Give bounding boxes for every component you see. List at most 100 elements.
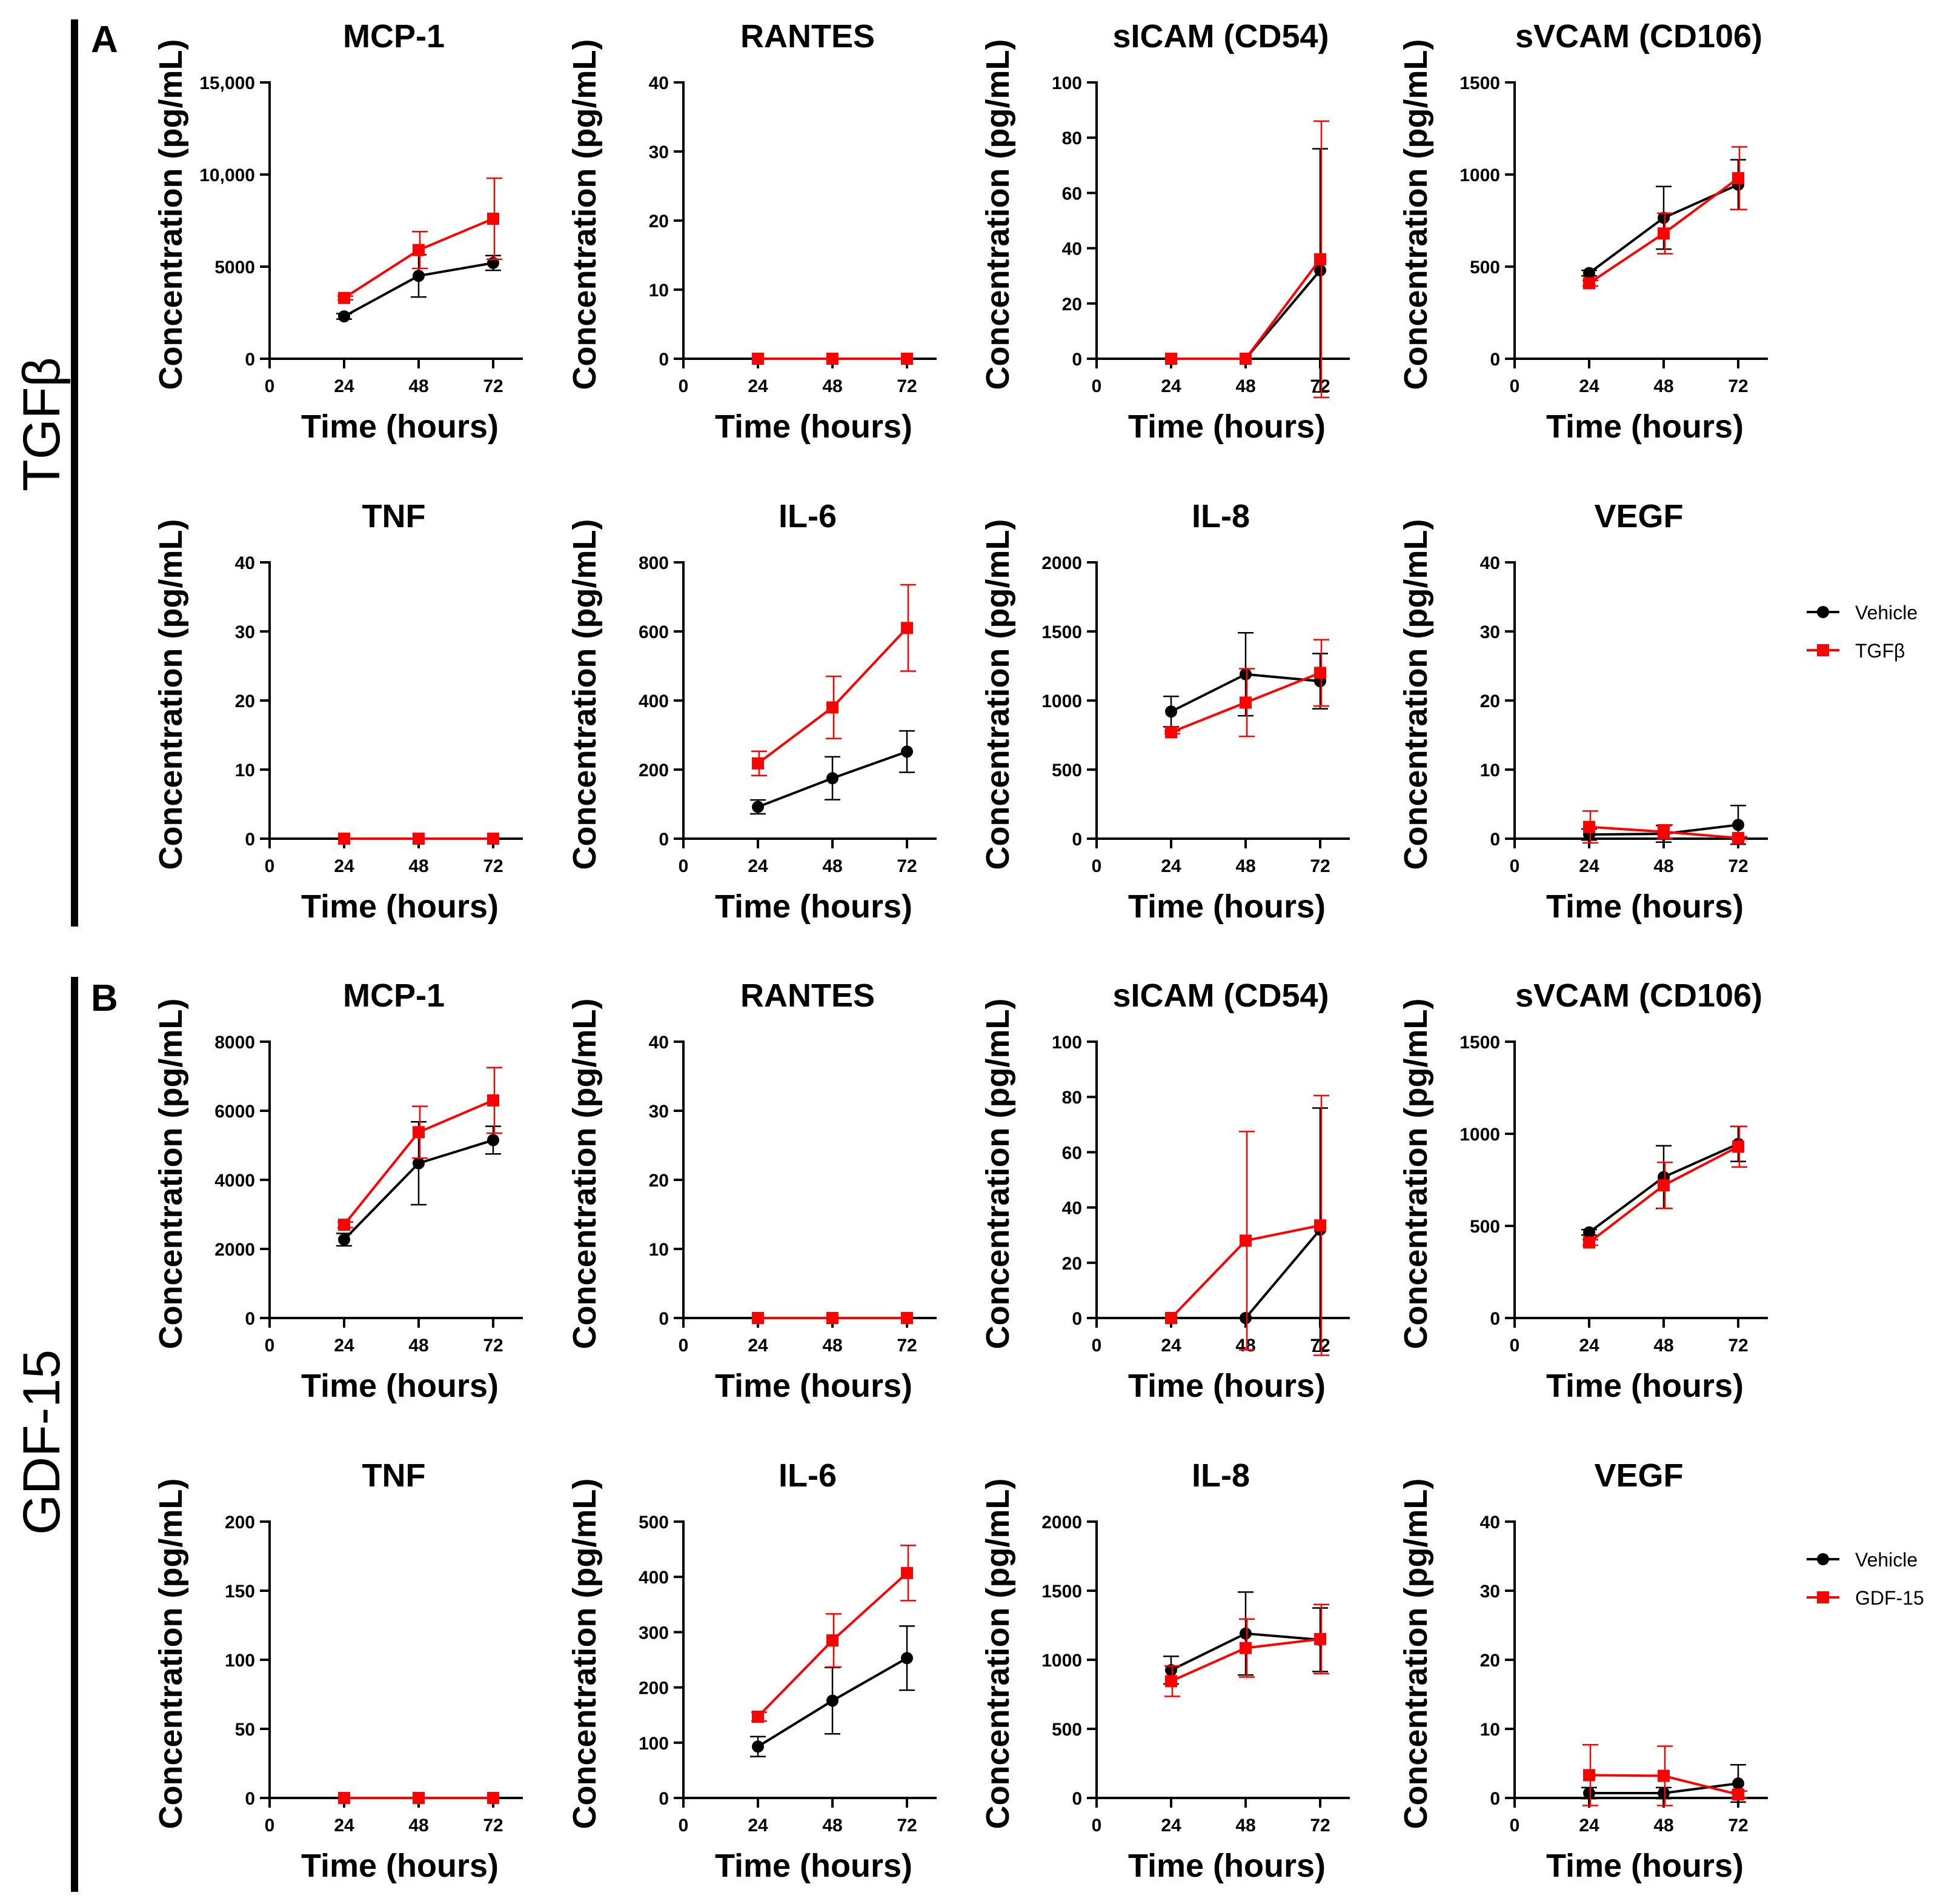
data-point bbox=[826, 1634, 839, 1647]
data-point bbox=[1314, 1219, 1326, 1232]
x-tick-label: 72 bbox=[897, 1336, 917, 1356]
x-tick-label: 0 bbox=[1092, 856, 1102, 876]
group-bar-b bbox=[71, 977, 78, 1892]
y-tick-label: 1500 bbox=[1041, 1582, 1082, 1602]
x-tick-label: 24 bbox=[748, 376, 768, 396]
data-point bbox=[1658, 227, 1670, 240]
y-tick-label: 30 bbox=[649, 1102, 669, 1122]
y-tick-label: 200 bbox=[639, 1679, 669, 1699]
chart-svcam-cd106: sVCAM (CD106) 0 500 1000 1500 0 24 48 72 Time (ho… bbox=[1398, 977, 1768, 1404]
data-point bbox=[338, 291, 350, 304]
chart-vegf: VEGF 0 10 20 30 40 0 24 48 72 Time (hours) Concentr… bbox=[1398, 1457, 1768, 1884]
x-tick-label: 24 bbox=[1579, 856, 1599, 876]
series-line bbox=[1171, 258, 1321, 360]
chart-vegf: VEGF 0 10 20 30 40 0 24 48 72 Time (hours) Concentr… bbox=[1398, 498, 1768, 925]
y-axis-label: Concentration (pg/mL) bbox=[153, 39, 189, 390]
y-tick-label: 100 bbox=[1052, 73, 1082, 93]
x-tick-label: 48 bbox=[822, 856, 842, 876]
x-tick-label: 72 bbox=[483, 856, 503, 876]
series-treatment bbox=[1165, 120, 1329, 399]
y-tick-label: 2000 bbox=[1041, 1513, 1082, 1533]
y-tick-label: 50 bbox=[235, 1720, 255, 1740]
legend-a: Vehicle TGFβ bbox=[1807, 602, 1918, 662]
x-tick-label: 72 bbox=[897, 856, 917, 876]
data-point bbox=[1165, 726, 1177, 739]
x-axis-label: Time (hours) bbox=[715, 1848, 912, 1884]
x-axis-label: Time (hours) bbox=[301, 888, 499, 925]
series-vehicle bbox=[1581, 1125, 1746, 1239]
data-point bbox=[1583, 277, 1595, 290]
y-tick-label: 10 bbox=[235, 761, 255, 781]
y-tick-label: 10 bbox=[1480, 761, 1500, 781]
x-tick-label: 72 bbox=[483, 376, 503, 396]
data-point bbox=[1165, 353, 1177, 365]
data-point bbox=[1314, 1633, 1326, 1645]
data-point bbox=[901, 745, 913, 758]
y-axis-label: Concentration (pg/mL) bbox=[1398, 519, 1434, 870]
y-tick-label: 60 bbox=[1062, 184, 1082, 204]
data-point bbox=[752, 1710, 764, 1723]
data-point bbox=[1314, 253, 1326, 265]
chart-title: RANTES bbox=[740, 977, 875, 1014]
chart-il-6: IL-6 0 200 400 600 800 0 24 48 72 Time (hours) Conc… bbox=[566, 498, 937, 925]
x-tick-label: 0 bbox=[1092, 376, 1102, 396]
legend-b: Vehicle GDF-15 bbox=[1807, 1549, 1924, 1609]
series-treatment bbox=[1164, 1603, 1329, 1697]
y-tick-label: 20 bbox=[1062, 1254, 1082, 1274]
y-tick-label: 0 bbox=[245, 350, 255, 370]
series-vehicle bbox=[336, 1120, 501, 1247]
x-tick-label: 24 bbox=[748, 856, 768, 876]
data-point bbox=[338, 1219, 350, 1231]
x-axis-label: Time (hours) bbox=[1128, 408, 1326, 445]
chart-mcp-1: MCP-1 0 5000 10,000 15,000 0 24 48 72 Time (hours… bbox=[153, 18, 523, 445]
x-tick-label: 72 bbox=[1728, 1816, 1748, 1836]
data-point bbox=[1165, 1312, 1177, 1324]
y-tick-label: 20 bbox=[1480, 691, 1500, 711]
y-axis-label: Concentration (pg/mL) bbox=[566, 39, 603, 390]
chart-title: TNF bbox=[362, 1457, 426, 1494]
x-axis-label: Time (hours) bbox=[1546, 408, 1744, 445]
x-tick-label: 0 bbox=[679, 856, 689, 876]
series-treatment bbox=[751, 1544, 916, 1723]
y-tick-label: 30 bbox=[1480, 1582, 1500, 1602]
data-point bbox=[1732, 172, 1744, 185]
data-point bbox=[1658, 1179, 1670, 1192]
y-axis-label: Concentration (pg/mL) bbox=[980, 999, 1016, 1350]
series-treatment bbox=[1582, 1125, 1747, 1249]
x-tick-label: 48 bbox=[822, 1816, 842, 1836]
series-treatment bbox=[338, 833, 499, 845]
legend-treatment-marker bbox=[1817, 1591, 1829, 1603]
x-tick-label: 0 bbox=[1092, 1816, 1102, 1836]
x-tick-label: 0 bbox=[1510, 856, 1520, 876]
y-tick-label: 200 bbox=[225, 1513, 255, 1533]
series-line bbox=[757, 627, 908, 765]
y-tick-label: 80 bbox=[1062, 1088, 1082, 1108]
legend-treatment-marker bbox=[1817, 644, 1829, 656]
y-tick-label: 0 bbox=[1072, 350, 1082, 370]
data-point bbox=[1314, 264, 1326, 277]
x-tick-label: 72 bbox=[897, 376, 917, 396]
y-tick-label: 40 bbox=[1062, 239, 1082, 259]
x-axis-label: Time (hours) bbox=[1128, 1848, 1326, 1884]
y-tick-label: 100 bbox=[639, 1734, 669, 1754]
x-tick-label: 24 bbox=[748, 1816, 768, 1836]
chart-title: sVCAM (CD106) bbox=[1515, 977, 1762, 1014]
data-point bbox=[1732, 819, 1744, 831]
y-tick-label: 2000 bbox=[214, 1240, 255, 1260]
data-point bbox=[1165, 1664, 1177, 1677]
y-tick-label: 40 bbox=[649, 73, 669, 93]
series-vehicle bbox=[750, 1625, 915, 1757]
series-treatment bbox=[1164, 639, 1329, 739]
y-tick-label: 0 bbox=[1072, 1309, 1082, 1329]
chart-title: sICAM (CD54) bbox=[1112, 18, 1329, 55]
chart-title: IL-6 bbox=[779, 1457, 837, 1494]
y-tick-label: 30 bbox=[1480, 622, 1500, 642]
y-tick-label: 800 bbox=[639, 553, 669, 573]
x-tick-label: 48 bbox=[1235, 376, 1255, 396]
y-axis-label: Concentration (pg/mL) bbox=[153, 1479, 189, 1829]
y-tick-label: 20 bbox=[1062, 295, 1082, 315]
y-axis-label: Concentration (pg/mL) bbox=[566, 1479, 603, 1829]
y-tick-label: 10 bbox=[1480, 1720, 1500, 1740]
x-axis-label: Time (hours) bbox=[301, 1368, 499, 1404]
y-tick-label: 5000 bbox=[214, 258, 255, 278]
